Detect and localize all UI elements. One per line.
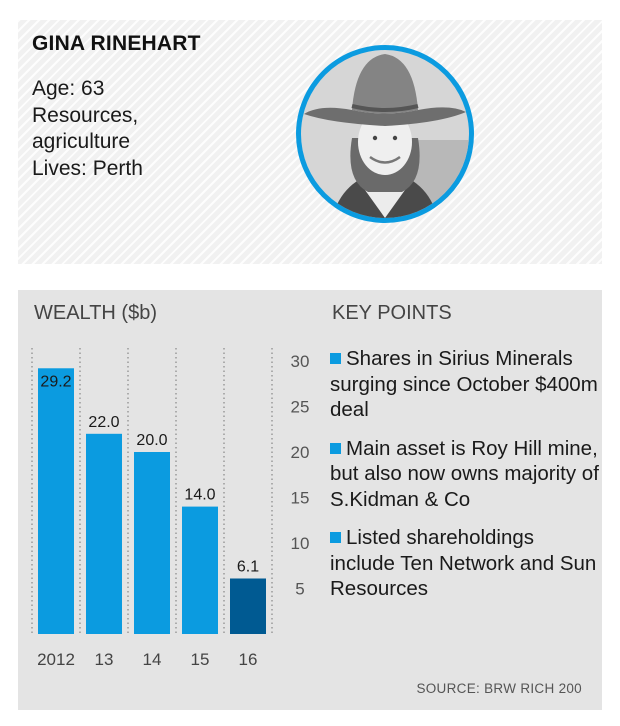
- key-point-text: Shares in Sirius Minerals surging since …: [330, 347, 598, 421]
- key-point-text: Main asset is Roy Hill mine, but also no…: [330, 436, 599, 511]
- key-point-item: Listed shareholdings include Ten Network…: [330, 525, 600, 602]
- y-tick-label: 25: [291, 398, 310, 417]
- bar-15: [182, 506, 218, 634]
- source-note: SOURCE: BRW RICH 200: [416, 681, 582, 696]
- bar-2012: [38, 368, 74, 634]
- bar-13: [86, 433, 122, 634]
- bar-value-label: 20.0: [136, 432, 167, 449]
- chart-title: WEALTH ($b): [34, 302, 157, 324]
- profile-line-sector-2: agriculture: [32, 130, 131, 153]
- wealth-bar-chart: 29.2 2012 22.0 13 20.0 14 14.0 15 6.1 16 5 10 15 20 25…: [31, 348, 310, 669]
- hat-crown: [352, 54, 418, 114]
- key-point-item: Shares in Sirius Minerals surging since …: [330, 346, 600, 423]
- x-tick-label: 14: [143, 650, 162, 669]
- key-points-title: KEY POINTS: [332, 302, 452, 324]
- y-tick-label: 15: [291, 489, 310, 508]
- x-tick-label: 13: [95, 650, 114, 669]
- y-tick-label: 20: [291, 443, 310, 462]
- x-tick-label: 16: [239, 650, 258, 669]
- bar-value-label: 22.0: [88, 414, 119, 431]
- person-name: GINA RINEHART: [32, 32, 201, 55]
- y-tick-label: 5: [295, 580, 304, 599]
- profile-details: Age: 63 Resources, agriculture Lives: Pe…: [32, 76, 143, 182]
- y-tick-label: 30: [291, 352, 310, 371]
- bar-value-label: 6.1: [237, 558, 259, 575]
- key-point-text: Listed shareholdings include Ten Network…: [330, 526, 597, 600]
- key-point-item: Main asset is Roy Hill mine, but also no…: [330, 436, 600, 513]
- key-points-list: Shares in Sirius Minerals surging since …: [330, 346, 600, 615]
- bar-value-label: 29.2: [40, 373, 71, 390]
- x-tick-label: 15: [191, 650, 210, 669]
- profile-line-sector-1: Resources,: [32, 103, 139, 127]
- profile-line-age: Age: 63: [32, 77, 105, 100]
- hat-brim: [304, 107, 466, 126]
- info-panel: WEALTH ($b) KEY POINTS 29.2 2012 22.0 13 20.…: [18, 290, 602, 710]
- square-bullet-icon: [330, 442, 341, 454]
- y-tick-label: 10: [291, 534, 310, 553]
- profile-line-location: Lives: Perth: [32, 156, 143, 180]
- square-bullet-icon: [330, 532, 341, 543]
- portrait-icon: [296, 45, 474, 223]
- bar-14: [134, 452, 170, 634]
- square-bullet-icon: [330, 353, 341, 364]
- x-tick-label: 2012: [37, 650, 75, 669]
- bar-16: [230, 578, 266, 634]
- portrait: [290, 20, 480, 232]
- bar-value-label: 14.0: [184, 487, 215, 504]
